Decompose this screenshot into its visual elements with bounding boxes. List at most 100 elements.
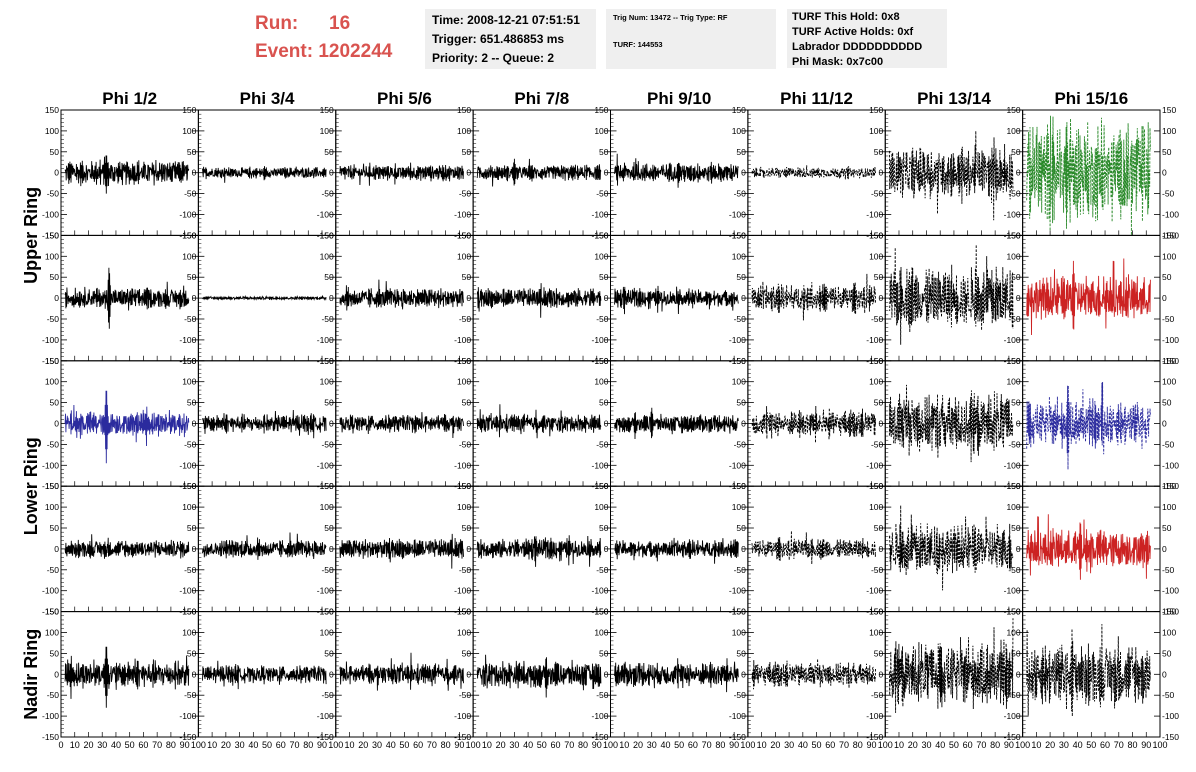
y-tick-label: 100 (1006, 251, 1020, 261)
y-tick-label: -50 (734, 439, 747, 449)
x-tick-label: 70 (564, 740, 574, 750)
y-tick-label: 100 (594, 628, 608, 638)
y-tick-label: 0 (466, 293, 471, 303)
y-tick-label: 50 (187, 648, 197, 658)
y-tick-label: -150 (1162, 607, 1179, 617)
x-tick-label: 50 (262, 740, 272, 750)
x-tick-label: 20 (908, 740, 918, 750)
y-tick-label: 0 (192, 419, 197, 429)
y-tick-label: -50 (596, 565, 609, 575)
y-tick-label: -50 (871, 439, 884, 449)
x-tick-label: 60 (551, 740, 561, 750)
y-tick-label: -50 (459, 690, 472, 700)
y-tick-label: 0 (329, 168, 334, 178)
x-tick-label: 30 (1059, 740, 1069, 750)
column-header: Phi 7/8 (514, 89, 569, 108)
y-tick-label: 0 (54, 168, 59, 178)
y-tick-label: 150 (1006, 356, 1020, 366)
y-tick-label: 100 (594, 502, 608, 512)
y-tick-label: -50 (1008, 690, 1021, 700)
y-tick-label: 0 (466, 419, 471, 429)
y-tick-label: 0 (1016, 544, 1021, 554)
y-tick-label: 50 (599, 398, 609, 408)
y-tick-label: -100 (591, 711, 608, 721)
y-tick-label: 0 (329, 293, 334, 303)
y-tick-label: -50 (1008, 565, 1021, 575)
y-tick-label: 150 (320, 230, 334, 240)
waveform-trace (64, 267, 190, 329)
y-tick-label: 100 (320, 628, 334, 638)
x-tick-label: 50 (537, 740, 547, 750)
y-tick-label: 50 (187, 272, 197, 282)
x-tick-label: 100 (191, 740, 206, 750)
y-tick-label: -100 (591, 210, 608, 220)
y-tick-label: -150 (1162, 356, 1179, 366)
ring-label: Upper Ring (21, 187, 41, 284)
y-tick-label: 150 (1006, 607, 1020, 617)
y-tick-label: 150 (1006, 105, 1020, 115)
y-tick-label: -100 (1162, 335, 1179, 345)
y-tick-label: -150 (866, 732, 883, 742)
x-tick-label: 50 (125, 740, 135, 750)
y-tick-label: -150 (729, 732, 746, 742)
waveform-trace (751, 165, 877, 180)
y-tick-label: 150 (45, 356, 59, 366)
y-tick-label: 150 (732, 607, 746, 617)
y-tick-label: -100 (1162, 711, 1179, 721)
y-tick-label: 50 (1162, 147, 1172, 157)
y-tick-label: -100 (866, 460, 883, 470)
x-tick-label: 90 (1141, 740, 1151, 750)
x-tick-label: 40 (1073, 740, 1083, 750)
y-tick-label: -150 (454, 732, 471, 742)
y-tick-label: 100 (45, 377, 59, 387)
x-tick-label: 40 (660, 740, 670, 750)
y-tick-label: -50 (459, 314, 472, 324)
x-tick-label: 10 (482, 740, 492, 750)
ring-label: Nadir Ring (21, 629, 41, 720)
y-tick-label: 0 (466, 669, 471, 679)
y-tick-label: 0 (1162, 669, 1167, 679)
y-tick-label: -100 (179, 335, 196, 345)
y-tick-label: 50 (50, 648, 60, 658)
y-tick-label: 100 (594, 251, 608, 261)
x-tick-label: 10 (70, 740, 80, 750)
y-tick-label: 100 (45, 628, 59, 638)
y-tick-label: 100 (1162, 251, 1176, 261)
waveform-trace (64, 155, 190, 194)
x-tick-label: 70 (290, 740, 300, 750)
x-tick-label: 100 (466, 740, 481, 750)
x-tick-label: 100 (603, 740, 618, 750)
ring-label: Lower Ring (21, 437, 41, 535)
y-tick-label: 50 (1162, 398, 1172, 408)
waveform-trace (751, 658, 877, 690)
y-tick-label: 100 (594, 377, 608, 387)
y-tick-label: 50 (599, 272, 609, 282)
y-tick-label: 150 (732, 105, 746, 115)
y-tick-label: -150 (1162, 230, 1179, 240)
y-tick-label: 150 (869, 105, 883, 115)
x-tick-label: 90 (1004, 740, 1014, 750)
column-header: Phi 9/10 (647, 89, 711, 108)
y-tick-label: 0 (466, 544, 471, 554)
x-tick-label: 20 (221, 740, 231, 750)
waveform-trace (476, 654, 602, 698)
y-tick-label: 150 (594, 230, 608, 240)
y-tick-label: 150 (45, 230, 59, 240)
y-tick-label: 50 (736, 648, 746, 658)
y-tick-label: 150 (320, 105, 334, 115)
column-header: Phi 3/4 (240, 89, 295, 108)
x-tick-label: 10 (207, 740, 217, 750)
x-tick-label: 80 (990, 740, 1000, 750)
y-tick-label: -100 (454, 335, 471, 345)
y-tick-label: -100 (729, 586, 746, 596)
y-tick-label: -100 (42, 586, 59, 596)
y-tick-label: 150 (457, 356, 471, 366)
y-tick-label: 50 (462, 523, 472, 533)
y-tick-label: -100 (729, 210, 746, 220)
y-tick-label: -100 (179, 460, 196, 470)
y-tick-label: 50 (736, 398, 746, 408)
y-tick-label: -100 (1162, 586, 1179, 596)
x-tick-label: 100 (1015, 740, 1030, 750)
waveform-trace (1026, 624, 1151, 717)
